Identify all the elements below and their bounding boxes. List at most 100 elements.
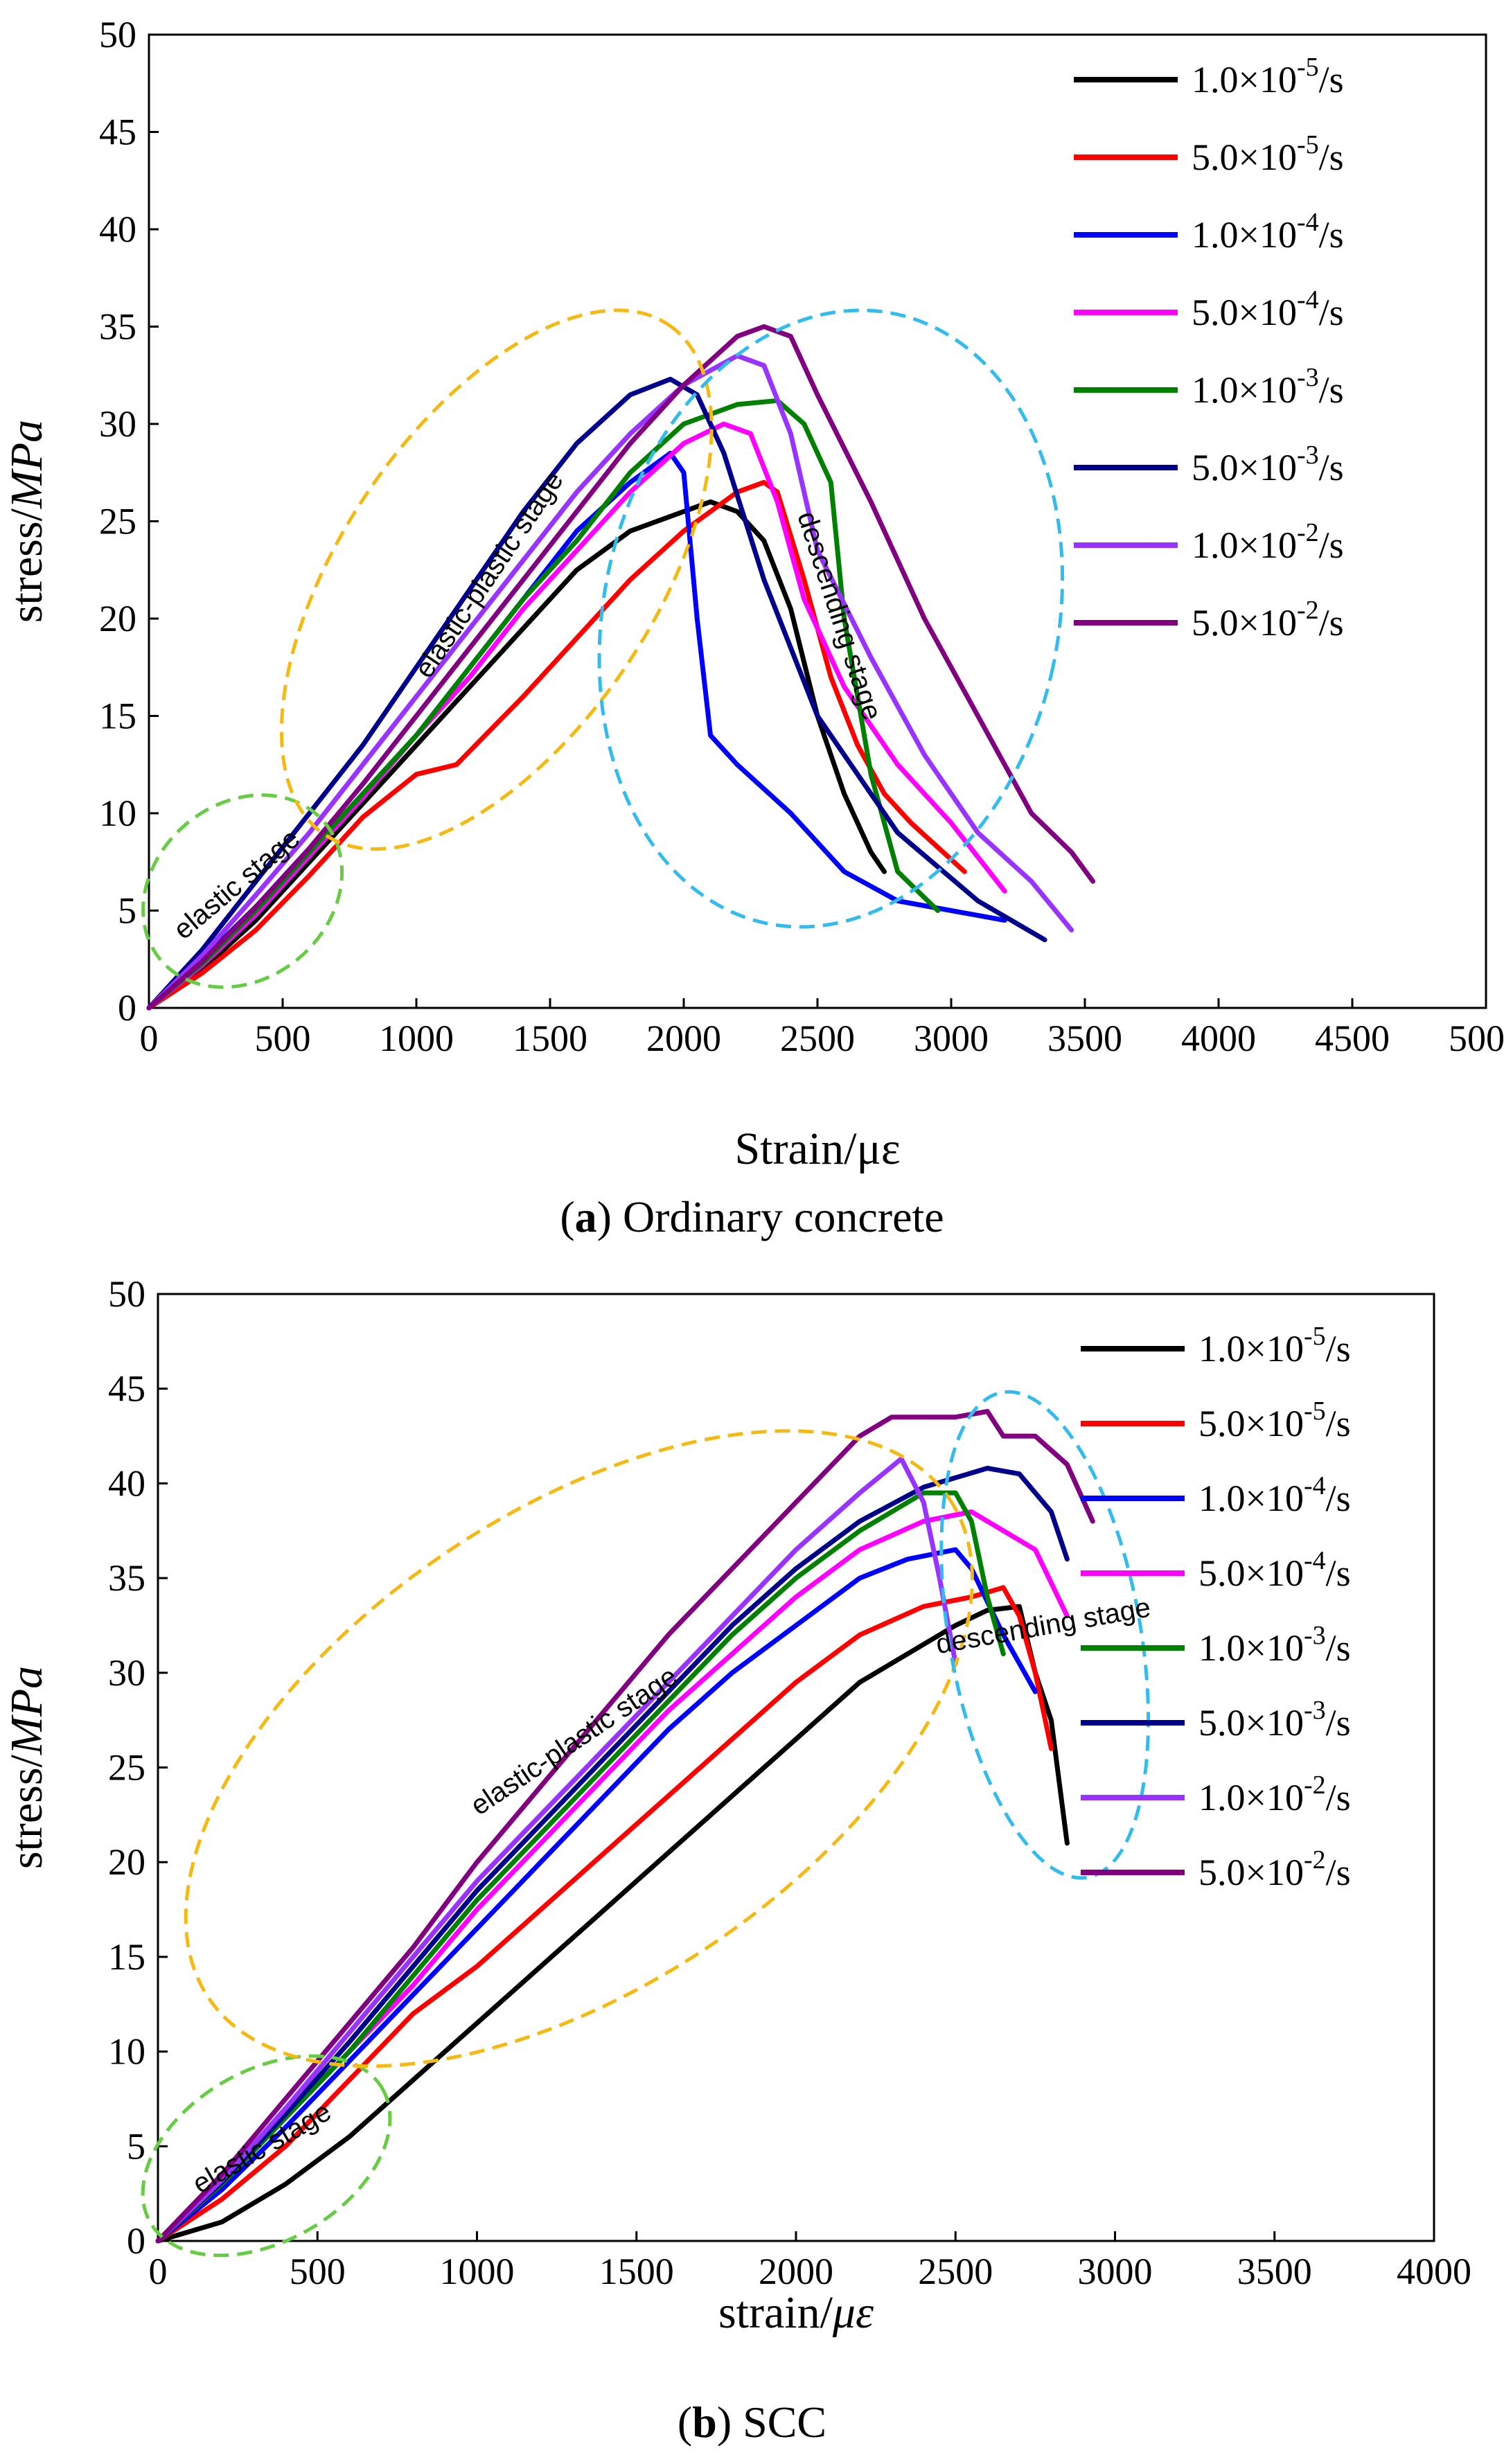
legend-label: 5.0×10-4/s [1198, 1546, 1351, 1594]
legend-exponent: -4 [1304, 1546, 1326, 1575]
y-tick-label: 20 [108, 1841, 145, 1883]
y-tick-label: 20 [99, 598, 136, 639]
legend-exponent: -3 [1297, 441, 1319, 470]
x-tick-label: 1000 [379, 1018, 454, 1059]
legend-label: 5.0×10-4/s [1192, 285, 1344, 333]
legend-mantissa: 5.0×10 [1198, 1852, 1304, 1893]
y-tick-label: 25 [108, 1747, 145, 1789]
x-tick-label: 2000 [646, 1018, 721, 1059]
series-line-1 [155, 1604, 1070, 2244]
legend-label: 5.0×10-5/s [1198, 1397, 1351, 1444]
legend-label: 5.0×10-3/s [1198, 1696, 1351, 1744]
legend-mantissa: 5.0×10 [1192, 447, 1297, 488]
caption-b-text: SCC [743, 2397, 827, 2447]
x-axis-label: Strain/με [734, 1124, 900, 1174]
legend-mantissa: 5.0×10 [1192, 602, 1297, 644]
legend-mantissa: 5.0×10 [1192, 136, 1297, 178]
series-line-1 [146, 499, 887, 1011]
legend-mantissa: 1.0×10 [1198, 1627, 1304, 1669]
legend-exponent: -3 [1304, 1621, 1326, 1650]
stage-ellipse-3 [597, 308, 1065, 929]
legend-unit: /s [1326, 1702, 1351, 1744]
legend-mantissa: 1.0×10 [1198, 1478, 1304, 1519]
x-tick-label: 500 [255, 1018, 311, 1059]
caption-b-label: b [692, 2397, 717, 2447]
legend-exponent: -5 [1304, 1322, 1326, 1351]
legend-unit: /s [1326, 1627, 1351, 1669]
caption-a-text: Ordinary concrete [622, 1192, 944, 1241]
x-tick-label: 2500 [918, 2251, 993, 2292]
legend-exponent: -2 [1297, 518, 1319, 547]
y-axis-label-unit: MPa [1, 1666, 52, 1755]
y-tick-label: 45 [108, 1368, 145, 1410]
legend-label: 1.0×10-4/s [1192, 208, 1344, 256]
series-line-3 [155, 1547, 1038, 2244]
legend-exponent: -2 [1304, 1771, 1326, 1800]
y-tick-label: 30 [108, 1652, 145, 1694]
y-tick-label: 15 [99, 695, 136, 737]
y-tick-label: 25 [99, 501, 136, 542]
caption-a-label: a [574, 1192, 597, 1241]
legend-unit: /s [1319, 447, 1344, 488]
y-tick-label: 5 [118, 890, 136, 932]
legend-exponent: -3 [1304, 1696, 1326, 1725]
legend-mantissa: 1.0×10 [1192, 214, 1297, 256]
legend-mantissa: 5.0×10 [1198, 1552, 1304, 1594]
legend-unit: /s [1326, 1478, 1351, 1519]
series-line-5 [155, 1490, 1006, 2244]
legend-unit: /s [1319, 602, 1344, 644]
x-tick-label: 3500 [1047, 1018, 1122, 1059]
legend-label: 1.0×10-3/s [1198, 1621, 1351, 1669]
x-tick-label: 3500 [1237, 2251, 1312, 2292]
y-axis-label: stress/MPa [1, 1666, 52, 1869]
x-tick-label: 3000 [1078, 2251, 1153, 2292]
x-tick-label: 4000 [1181, 1018, 1256, 1059]
series-line-4 [146, 421, 1007, 1011]
series-line-8 [155, 1409, 1095, 2244]
x-axis-label: strain/με [718, 2287, 874, 2338]
legend-exponent: -5 [1297, 53, 1319, 82]
y-tick-label: 30 [99, 403, 136, 445]
legend-unit: /s [1319, 59, 1344, 100]
x-tick-label: 0 [140, 1018, 159, 1059]
legend-mantissa: 5.0×10 [1198, 1702, 1304, 1744]
legend-exponent: -2 [1297, 596, 1319, 625]
legend-unit: /s [1319, 369, 1344, 411]
stage-ellipse-1 [141, 793, 344, 989]
legend-label: 5.0×10-3/s [1192, 441, 1344, 488]
series-line-2 [146, 479, 967, 1011]
legend-unit: /s [1319, 214, 1344, 256]
legend-label: 1.0×10-5/s [1192, 53, 1344, 100]
legend-unit: /s [1319, 136, 1344, 178]
stage-ellipse-2 [184, 1429, 974, 2068]
series-line-7 [155, 1456, 958, 2244]
x-tick-label: 1500 [599, 2251, 674, 2292]
series-line-2 [155, 1585, 1054, 2244]
legend-unit: /s [1326, 1403, 1351, 1444]
y-tick-label: 10 [108, 2031, 145, 2073]
legend-mantissa: 1.0×10 [1192, 59, 1297, 100]
y-tick-label: 0 [127, 2220, 145, 2262]
legend-exponent: -5 [1297, 130, 1319, 159]
legend-exponent: -4 [1297, 285, 1319, 314]
caption-a: (a) Ordinary concrete [560, 1192, 944, 1241]
stage-ellipse-2 [279, 308, 714, 851]
legend-mantissa: 1.0×10 [1198, 1328, 1304, 1370]
y-tick-label: 35 [108, 1557, 145, 1599]
y-tick-label: 5 [127, 2125, 145, 2167]
y-tick-label: 40 [99, 209, 136, 250]
y-tick-label: 45 [99, 112, 136, 153]
y-tick-label: 40 [108, 1462, 145, 1504]
legend-unit: /s [1319, 524, 1344, 566]
series-line-5 [146, 398, 941, 1011]
legend-mantissa: 5.0×10 [1198, 1403, 1304, 1444]
stage-label: elastic stage [188, 2096, 337, 2199]
legend-unit: /s [1326, 1777, 1351, 1818]
stage-ellipse-3 [939, 1390, 1151, 1880]
chart-a: 0 500 1000 1500 2000 2500 3000 3500 4000 4500 500 0… [1, 14, 1504, 1174]
y-tick-label: 50 [108, 1273, 145, 1315]
legend-exponent: -2 [1304, 1845, 1326, 1874]
legend-mantissa: 1.0×10 [1192, 524, 1297, 566]
x-tick-label: 1500 [513, 1018, 587, 1059]
